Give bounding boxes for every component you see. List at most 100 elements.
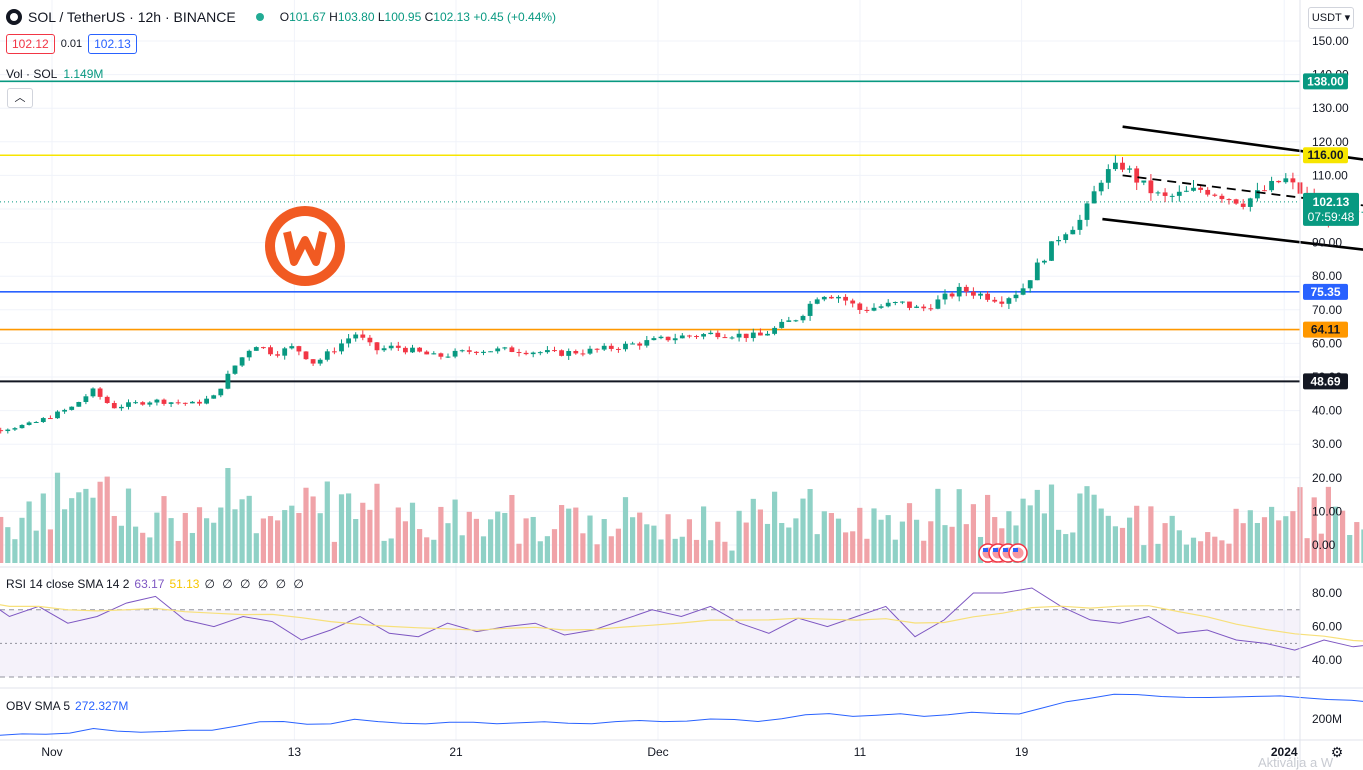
ohlc-low: 100.95	[385, 10, 422, 24]
volume-bar	[98, 482, 103, 563]
ohlc-close-key: C	[425, 10, 434, 24]
candle-body	[147, 402, 152, 404]
volume-bar	[34, 531, 39, 563]
volume-bar	[1255, 523, 1260, 563]
volume-bar	[1092, 495, 1097, 563]
candle-body	[751, 333, 756, 338]
price-tick-label: 110.00	[1312, 168, 1348, 182]
volume-bar	[410, 503, 415, 563]
volume-bar	[694, 540, 699, 563]
candle-body	[226, 374, 231, 389]
volume-bar	[0, 517, 3, 563]
candle-body	[1042, 261, 1047, 263]
spread-value: 0.01	[61, 38, 82, 50]
candle-body	[368, 338, 373, 343]
candle-body	[105, 397, 110, 403]
candle-body	[985, 294, 990, 300]
volume-bar	[509, 495, 514, 563]
candle-body	[573, 351, 578, 353]
volume-bar	[140, 533, 145, 563]
candle-body	[723, 337, 728, 338]
volume-bar	[1205, 532, 1210, 563]
candle-body	[403, 348, 408, 352]
candle-body	[98, 388, 103, 396]
volume-bar	[751, 499, 756, 563]
volume-bar	[353, 519, 358, 563]
candle-body	[708, 333, 713, 334]
level-price-label: 64.11	[1311, 323, 1341, 337]
volume-bar	[382, 541, 387, 563]
symbol-header[interactable]: SOL / TetherUS · 12h · BINANCE O101.67 H…	[6, 7, 556, 27]
symbol-title[interactable]: SOL / TetherUS · 12h · BINANCE	[28, 9, 236, 25]
candle-body	[1234, 199, 1239, 203]
volume-bar	[438, 507, 443, 563]
volume-bar	[1120, 528, 1125, 563]
volume-bar	[282, 510, 287, 563]
volume-bar	[119, 526, 124, 563]
candle-body	[737, 334, 742, 338]
volume-bar	[55, 473, 60, 563]
volume-bar	[722, 542, 727, 563]
volume-bar	[211, 523, 216, 563]
volume-bar	[666, 514, 671, 563]
currency-selector[interactable]: USDT ▾	[1308, 7, 1354, 29]
time-tick-label: 21	[449, 745, 463, 759]
candle-body	[1021, 288, 1026, 294]
volume-bar	[701, 506, 706, 563]
candle-body	[176, 402, 181, 403]
volume-bar	[325, 481, 330, 563]
volume-bar	[573, 508, 578, 563]
level-price-label: 116.00	[1307, 148, 1343, 162]
volume-bar	[488, 519, 493, 563]
volume-bar	[1347, 535, 1352, 563]
volume-bar	[204, 518, 209, 563]
price-axis[interactable]: 150.00140.00130.00120.00110.00100.0090.0…	[1303, 34, 1359, 726]
candle-body	[1212, 195, 1217, 196]
volume-bar	[417, 529, 422, 563]
volume-bar	[474, 519, 479, 563]
candle-body	[1085, 203, 1090, 219]
price-tick-label: 10.00	[1312, 504, 1342, 518]
ohlc-low-key: L	[378, 10, 385, 24]
candle-body	[644, 340, 649, 346]
candle-body	[155, 400, 160, 403]
volume-bar	[1269, 507, 1274, 563]
volume-bar	[836, 519, 841, 563]
volume-bar	[737, 511, 742, 563]
candle-body	[772, 328, 777, 334]
volume-bar	[133, 527, 138, 563]
candle-body	[169, 402, 174, 404]
buy-price-button[interactable]: 102.13	[88, 34, 137, 54]
candle-body	[1156, 192, 1161, 193]
volume-bar	[76, 492, 81, 563]
brand-logo	[265, 206, 345, 286]
volume-bar	[161, 496, 166, 563]
volume-bar	[5, 527, 10, 563]
candle-body	[758, 333, 763, 336]
volume-bar	[1077, 493, 1082, 563]
sell-price-button[interactable]: 102.12	[6, 34, 55, 54]
volume-bar	[1241, 523, 1246, 563]
chevron-down-icon: ▾	[1345, 12, 1351, 24]
candle-body	[510, 347, 515, 352]
candle-body	[431, 353, 436, 354]
volume-bar	[815, 534, 820, 563]
candle-body	[353, 335, 358, 339]
price-tick-label: 150.00	[1312, 34, 1349, 48]
candle-body	[616, 349, 621, 350]
candle-body	[1220, 196, 1225, 199]
volume-bar	[460, 535, 465, 563]
economic-events[interactable]	[979, 544, 1027, 562]
candle-body	[850, 301, 855, 304]
us-flag-canton	[983, 548, 988, 552]
price-tick-label: 0.00	[1312, 538, 1336, 552]
candle-body	[1276, 181, 1281, 182]
collapse-legend-button[interactable]: ︿	[7, 88, 33, 108]
market-status-icon[interactable]	[256, 13, 264, 21]
candle-body	[297, 346, 302, 351]
candle-body	[133, 402, 138, 403]
